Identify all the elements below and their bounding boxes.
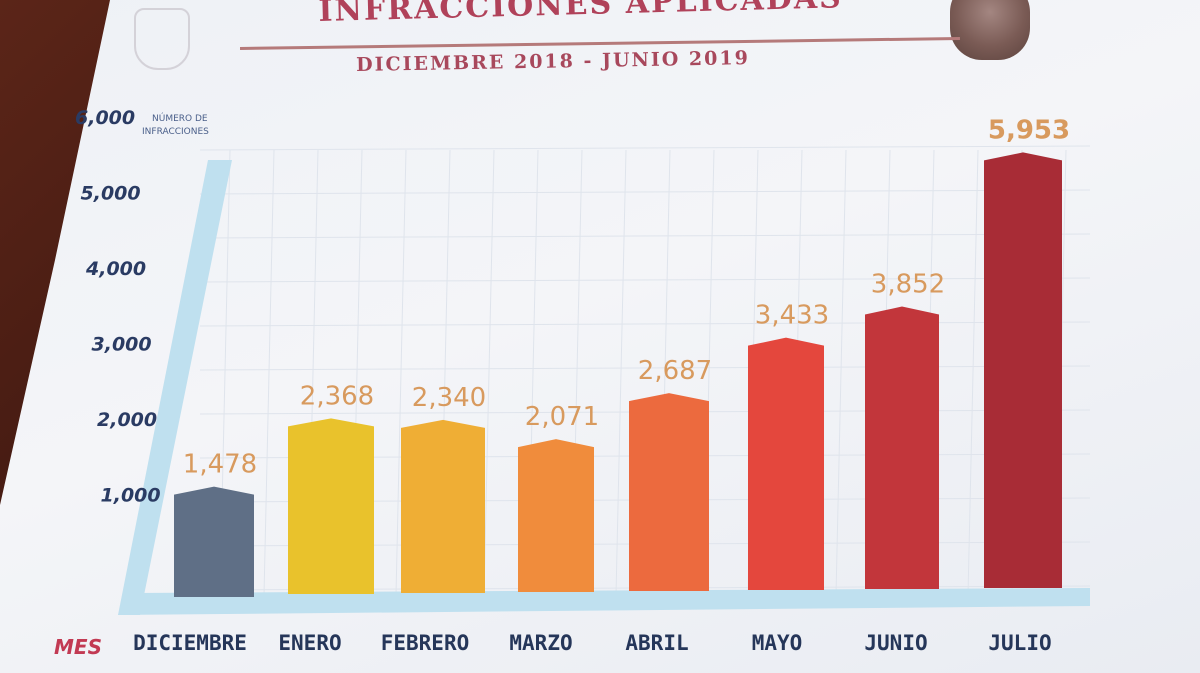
bar-enero — [288, 418, 374, 594]
x-tick-label: JUNIO — [864, 631, 927, 655]
data-label: 2,687 — [638, 356, 712, 386]
data-label: 1,478 — [183, 450, 257, 480]
x-axis-band — [118, 588, 1090, 615]
bar-marzo — [518, 439, 594, 592]
thumb-photo-artifact — [950, 0, 1030, 60]
municipal-crest-icon — [134, 8, 190, 70]
y-tick-label: 1,000 — [101, 485, 161, 507]
data-label: 2,368 — [300, 381, 374, 411]
data-label: 3,433 — [755, 301, 829, 331]
y-tick-label: 5,000 — [81, 183, 141, 205]
grid-line-horizontal — [199, 277, 1091, 283]
grid-line-vertical — [483, 149, 495, 596]
grid-line-vertical — [395, 149, 407, 596]
grid-line-vertical — [615, 149, 627, 596]
chart-axes — [118, 160, 1090, 615]
bar-febrero — [401, 419, 485, 593]
bar-diciembre — [174, 486, 254, 597]
y-tick-label: 4,000 — [85, 258, 146, 280]
data-label: 3,852 — [871, 270, 945, 300]
y-tick-label: 6,000 — [75, 107, 135, 129]
x-tick-label: ENERO — [278, 631, 341, 655]
grid-line-horizontal — [199, 321, 1091, 327]
y-tick-label: 2,000 — [97, 409, 157, 431]
x-tick-label: MAYO — [752, 631, 803, 655]
chart-bars — [174, 152, 1062, 597]
grid-line-horizontal — [199, 145, 1091, 151]
data-label: 2,071 — [525, 402, 599, 432]
grid-line-horizontal — [199, 365, 1091, 371]
x-tick-label: FEBRERO — [381, 631, 470, 655]
bar-abril — [629, 393, 709, 591]
chart-labels: NÚMERO DE INFRACCIONES 1,000 2,000 3,000 4,00… — [54, 107, 1070, 659]
grid-line-vertical — [263, 149, 275, 596]
x-tick-label: JULIO — [988, 631, 1051, 655]
x-tick-label: ABRIL — [625, 631, 688, 655]
y-axis-title-line-1: NÚMERO DE — [152, 112, 208, 124]
grid-line-vertical — [967, 149, 979, 596]
grid-line-horizontal — [199, 189, 1091, 195]
data-label: 2,340 — [412, 383, 486, 413]
x-tick-label: MARZO — [509, 631, 572, 655]
bar-julio — [984, 152, 1062, 588]
bar-mayo — [748, 337, 824, 590]
grid-line-horizontal — [199, 233, 1091, 239]
x-tick-label: DICIEMBRE — [133, 631, 247, 655]
x-axis-title: MES — [54, 635, 102, 659]
y-axis-band — [118, 160, 232, 615]
grid-line-vertical — [835, 149, 847, 596]
data-label: 5,953 — [988, 115, 1070, 145]
bar-junio — [865, 306, 939, 589]
y-axis-title-line-2: INFRACCIONES — [142, 127, 209, 137]
y-tick-label: 3,000 — [92, 334, 152, 356]
